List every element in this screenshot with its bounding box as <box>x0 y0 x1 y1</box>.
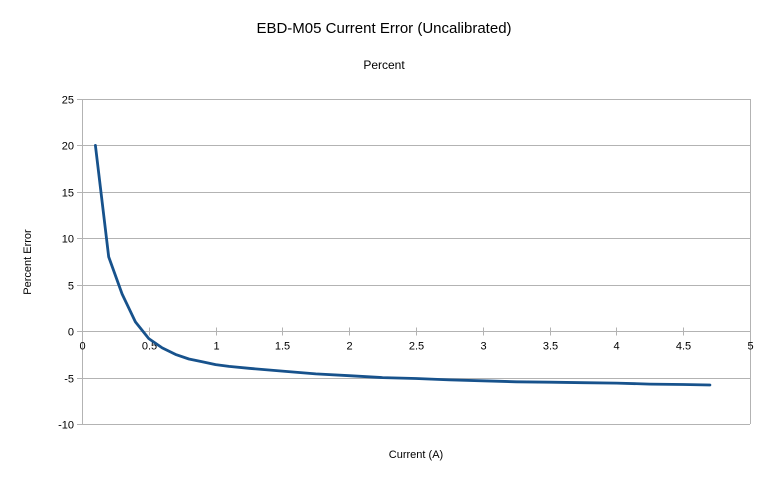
y-tick-label: 5 <box>68 281 74 293</box>
x-tick-label: 0.5 <box>142 341 157 353</box>
y-axis-title: Percent Error <box>22 229 34 295</box>
x-tick-label: 2 <box>346 341 352 353</box>
x-tick-label: 1.5 <box>275 341 290 353</box>
chart-title: EBD-M05 Current Error (Uncalibrated) <box>256 20 512 37</box>
x-tick-label: 3.5 <box>543 341 558 353</box>
x-tick-label: 5 <box>747 341 753 353</box>
series-line-percent <box>94 143 712 387</box>
y-tick-label: -10 <box>58 420 74 432</box>
x-tick-label: 3 <box>480 341 486 353</box>
x-tick-label: 1 <box>213 341 219 353</box>
y-tick-label: 25 <box>62 95 74 107</box>
y-tick-label: 10 <box>62 234 74 246</box>
chart-subtitle: Percent <box>363 58 405 72</box>
y-tick-label: 15 <box>62 188 74 200</box>
x-tick-label: 4 <box>613 341 619 353</box>
x-tick-label: 4.5 <box>676 341 691 353</box>
x-tick-label: 0 <box>79 341 85 353</box>
y-tick-label: 0 <box>68 327 74 339</box>
x-axis-title: Current (A) <box>388 449 444 461</box>
y-tick-label: 20 <box>62 141 74 153</box>
x-tick-label: 2.5 <box>409 341 424 353</box>
y-tick-label: -5 <box>64 374 74 386</box>
